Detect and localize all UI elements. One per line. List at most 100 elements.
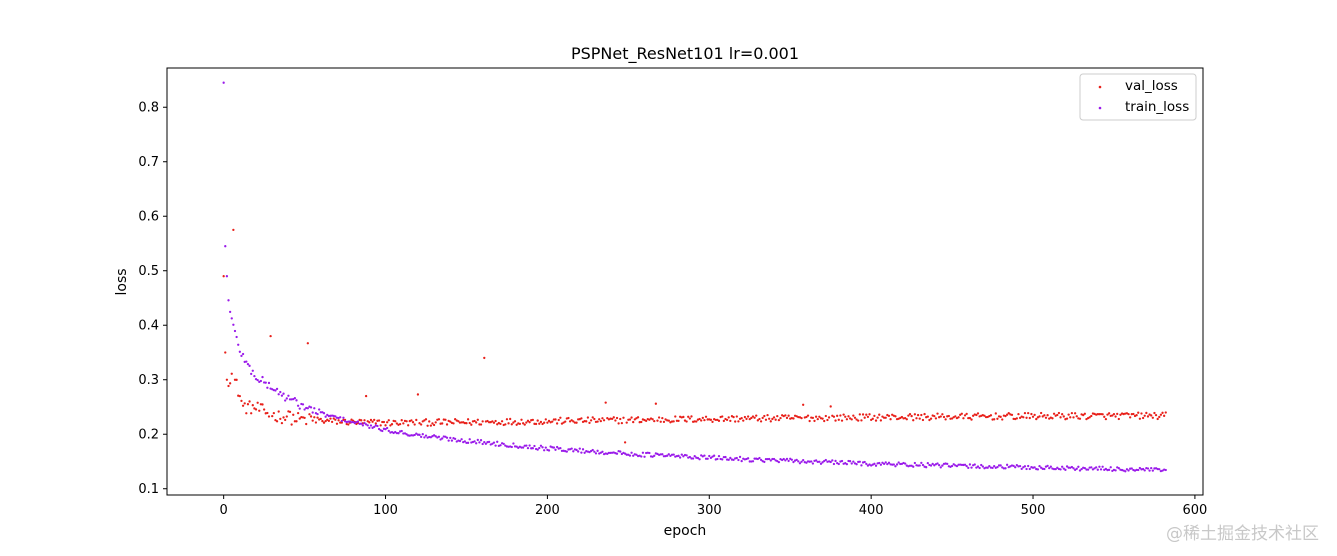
- data-point: [1027, 464, 1030, 468]
- data-point: [460, 421, 463, 424]
- data-point: [900, 415, 904, 419]
- data-point: [991, 466, 994, 469]
- data-point: [368, 426, 371, 430]
- data-point: [968, 463, 972, 466]
- data-point: [1138, 466, 1142, 470]
- data-point: [256, 378, 259, 382]
- data-point: [975, 466, 978, 469]
- data-point: [708, 454, 711, 458]
- data-point: [774, 418, 777, 421]
- data-point: [746, 415, 750, 418]
- data-point: [377, 419, 381, 422]
- data-point: [905, 418, 908, 421]
- data-point: [908, 412, 912, 416]
- data-point: [240, 399, 243, 403]
- data-point: [543, 421, 546, 424]
- data-point: [766, 414, 769, 417]
- data-point: [635, 453, 638, 456]
- data-point: [293, 396, 297, 400]
- data-point: [750, 416, 753, 420]
- data-point: [431, 422, 434, 425]
- data-point: [1106, 413, 1109, 416]
- data-point: [931, 462, 934, 466]
- data-point: [593, 417, 596, 421]
- data-point: [1098, 465, 1101, 468]
- data-point: [633, 418, 636, 421]
- data-point: [698, 417, 701, 421]
- data-point: [973, 463, 976, 466]
- data-point: [873, 462, 876, 465]
- data-point: [802, 403, 805, 406]
- data-point: [913, 413, 917, 416]
- data-point: [1078, 469, 1082, 472]
- data-point: [534, 422, 538, 426]
- data-point: [1098, 413, 1101, 416]
- data-point: [959, 413, 962, 416]
- data-point: [659, 453, 662, 456]
- legend-marker-train-loss: [1098, 106, 1102, 110]
- data-point: [463, 440, 466, 443]
- data-point: [847, 415, 850, 418]
- data-point: [251, 404, 254, 407]
- data-point: [824, 414, 827, 418]
- data-point: [858, 413, 861, 416]
- data-point: [933, 464, 936, 467]
- data-point: [445, 423, 449, 426]
- y-tick-label: 0.4: [138, 319, 159, 334]
- data-point: [672, 420, 675, 423]
- data-point: [764, 458, 768, 461]
- data-point: [364, 394, 368, 398]
- data-point: [818, 415, 821, 418]
- data-point: [475, 421, 478, 424]
- data-point: [544, 446, 547, 449]
- data-point: [280, 394, 284, 397]
- data-point: [275, 387, 279, 391]
- data-point: [533, 444, 536, 448]
- y-tick-label: 0.2: [138, 428, 159, 443]
- data-point: [1018, 416, 1022, 420]
- data-point: [1067, 466, 1070, 469]
- data-point: [918, 417, 921, 420]
- data-point: [224, 351, 227, 354]
- data-point: [1061, 465, 1064, 468]
- data-point: [267, 381, 271, 385]
- data-point: [314, 421, 318, 424]
- data-point: [295, 399, 298, 402]
- data-point: [1090, 466, 1093, 469]
- data-point: [1044, 416, 1048, 419]
- data-point: [653, 419, 656, 423]
- data-point: [886, 462, 889, 466]
- data-point: [785, 416, 789, 420]
- data-point: [528, 444, 531, 447]
- data-point: [768, 457, 771, 461]
- data-point: [309, 406, 313, 409]
- data-point: [920, 461, 923, 465]
- data-point: [347, 423, 350, 426]
- data-point: [691, 457, 695, 460]
- data-point: [377, 427, 381, 431]
- data-point: [821, 417, 824, 420]
- data-point: [295, 420, 298, 423]
- data-point: [698, 458, 701, 461]
- data-point: [261, 375, 264, 379]
- data-point: [547, 419, 551, 423]
- data-point: [756, 419, 759, 422]
- data-point: [1033, 466, 1036, 469]
- data-point: [1067, 413, 1070, 416]
- data-point: [591, 416, 594, 419]
- data-point: [1104, 417, 1108, 421]
- data-point: [546, 421, 549, 424]
- data-point: [1039, 411, 1043, 415]
- data-point: [975, 413, 978, 417]
- data-point: [837, 418, 840, 421]
- data-point: [763, 414, 766, 418]
- data-point: [475, 442, 478, 445]
- data-point: [1127, 469, 1130, 472]
- data-point: [1069, 416, 1072, 419]
- data-point: [339, 416, 342, 419]
- data-point: [559, 416, 562, 419]
- data-point: [790, 458, 793, 461]
- data-point: [1107, 468, 1111, 471]
- data-point: [648, 418, 651, 421]
- data-point: [520, 446, 523, 449]
